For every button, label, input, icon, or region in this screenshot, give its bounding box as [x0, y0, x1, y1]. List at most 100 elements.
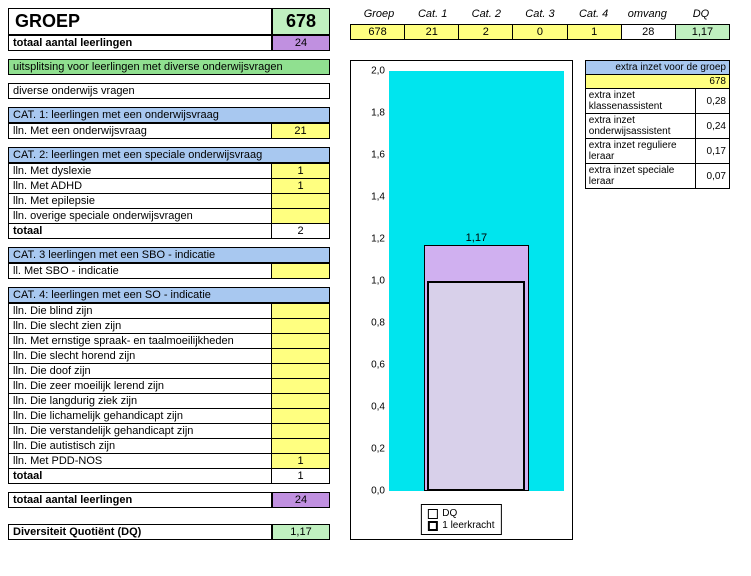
category-row-label: ll. Met SBO - indicatie — [9, 264, 272, 279]
y-tick: 0,8 — [371, 318, 385, 329]
category-row-label: lln. Die zeer moeilijk lerend zijn — [9, 379, 272, 394]
extra-row-value: 0,17 — [696, 139, 730, 164]
category-header: CAT. 1: leerlingen met een onderwijsvraa… — [8, 107, 330, 123]
category-row-value: 1 — [272, 469, 330, 484]
summary-value-cell: 28 — [622, 25, 676, 39]
extra-row-value: 0,24 — [696, 114, 730, 139]
category-row-value: 21 — [272, 124, 330, 139]
summary-header-cell: Cat. 3 — [515, 8, 565, 20]
bar-leerkracht — [427, 281, 525, 491]
category-row-value — [272, 409, 330, 424]
category-row-value — [272, 209, 330, 224]
category-row-label: lln. Die slecht zien zijn — [9, 319, 272, 334]
category-row-label: totaal — [9, 469, 272, 484]
extra-title: extra inzet voor de groep — [585, 61, 729, 75]
bar-dq-label: 1,17 — [425, 232, 528, 244]
y-tick: 1,4 — [371, 192, 385, 203]
extra-row-label: extra inzet klassenassistent — [585, 89, 695, 114]
category-row-label: lln. Die blind zijn — [9, 304, 272, 319]
extra-row-label: extra inzet speciale leraar — [585, 164, 695, 189]
y-tick: 0,6 — [371, 360, 385, 371]
summary-header-cell: omvang — [622, 8, 672, 20]
summary-header-cell: Cat. 1 — [408, 8, 458, 20]
category-row-value — [272, 319, 330, 334]
summary-header-cell: Cat. 4 — [569, 8, 619, 20]
y-tick: 1,0 — [371, 276, 385, 287]
y-tick: 1,8 — [371, 108, 385, 119]
y-tick: 1,2 — [371, 234, 385, 245]
category-row-label: lln. Die langdurig ziek zijn — [9, 394, 272, 409]
category-row-value — [272, 394, 330, 409]
totaal-leerlingen2-value: 24 — [272, 492, 330, 508]
category-row-label: totaal — [9, 224, 272, 239]
category-row-label: lln. Met epilepsie — [9, 194, 272, 209]
y-tick: 0,0 — [371, 486, 385, 497]
category-header: CAT. 2: leerlingen met een speciale onde… — [8, 147, 330, 163]
category-row-value — [272, 349, 330, 364]
dq-value: 1,17 — [272, 524, 330, 540]
category-row-value — [272, 194, 330, 209]
extra-row-label: extra inzet reguliere leraar — [585, 139, 695, 164]
category-row-label: lln. Die verstandelijk gehandicapt zijn — [9, 424, 272, 439]
y-tick: 0,2 — [371, 444, 385, 455]
category-row-value — [272, 424, 330, 439]
category-row-value — [272, 264, 330, 279]
chart-plot-area: 1,17 — [389, 71, 564, 491]
chart-legend: DQ 1 leerkracht — [421, 504, 501, 535]
category-row-label: lln. overige speciale onderwijsvragen — [9, 209, 272, 224]
category-header: CAT. 4: leerlingen met een SO - indicati… — [8, 287, 330, 303]
extra-row-value: 0,28 — [696, 89, 730, 114]
category-row-label: lln. Die doof zijn — [9, 364, 272, 379]
diverse-onderwijs-label: diverse onderwijs vragen — [8, 83, 330, 99]
y-tick: 1,6 — [371, 150, 385, 161]
category-row-label: lln. Met ADHD — [9, 179, 272, 194]
category-header: CAT. 3 leerlingen met een SBO - indicati… — [8, 247, 330, 263]
summary-header-cell: Cat. 2 — [461, 8, 511, 20]
dq-label: Diversiteit Quotiënt (DQ) — [8, 524, 272, 540]
category-row-label: lln. Die autistisch zijn — [9, 439, 272, 454]
summary-headers: Groep Cat. 1Cat. 2 Cat. 3 Cat. 4omvang DQ — [350, 8, 730, 24]
category-row-value: 1 — [272, 164, 330, 179]
category-row-label: lln. Met dyslexie — [9, 164, 272, 179]
totaal-leerlingen-value: 24 — [272, 35, 330, 51]
extra-row-value: 0,07 — [696, 164, 730, 189]
category-row-value — [272, 364, 330, 379]
extra-row-label: extra inzet onderwijsassistent — [585, 114, 695, 139]
category-row-value: 1 — [272, 454, 330, 469]
y-tick: 0,4 — [371, 402, 385, 413]
category-row-value: 1 — [272, 179, 330, 194]
category-row-value: 2 — [272, 224, 330, 239]
dq-chart: 2,0 1,8 1,6 1,4 1,2 1,0 0,8 0,6 0,4 0,2 0,0 1,17 D… — [350, 60, 573, 540]
legend-dq-swatch — [428, 509, 438, 519]
y-tick: 2,0 — [371, 66, 385, 77]
extra-groep: 678 — [585, 75, 729, 89]
groep-value: 678 — [272, 8, 330, 35]
summary-value-cell: 0 — [513, 25, 567, 39]
category-row-label: lln. Die lichamelijk gehandicapt zijn — [9, 409, 272, 424]
legend-dq-label: DQ — [442, 508, 457, 519]
summary-value-cell: 1,17 — [676, 25, 729, 39]
summary-value-cell: 21 — [405, 25, 459, 39]
summary-header-cell: DQ — [676, 8, 726, 20]
totaal-leerlingen2-label: totaal aantal leerlingen — [8, 492, 272, 508]
summary-header-cell: Groep — [354, 8, 404, 20]
left-column: GROEP 678 totaal aantal leerlingen 24 ui… — [8, 8, 330, 540]
uitsplitsing-band: uitsplitsing voor leerlingen met diverse… — [8, 59, 330, 75]
right-column: Groep Cat. 1Cat. 2 Cat. 3 Cat. 4omvang DQ 67… — [350, 8, 730, 540]
category-row-label: lln. Met een onderwijsvraag — [9, 124, 272, 139]
category-row-value — [272, 379, 330, 394]
summary-value-cell: 2 — [459, 25, 513, 39]
legend-leerkracht-swatch — [428, 521, 438, 531]
category-row-value — [272, 334, 330, 349]
summary-value-cell: 1 — [568, 25, 622, 39]
category-row-label: lln. Met ernstige spraak- en taalmoeilij… — [9, 334, 272, 349]
category-row-value — [272, 439, 330, 454]
chart-y-axis: 2,01,81,61,41,21,00,80,60,40,20,0 — [351, 71, 387, 491]
legend-leerkracht-label: 1 leerkracht — [442, 520, 494, 531]
summary-value-cell: 678 — [351, 25, 405, 39]
summary-values: 67821201281,17 — [350, 24, 730, 40]
category-row-label: lln. Die slecht horend zijn — [9, 349, 272, 364]
category-row-label: lln. Met PDD-NOS — [9, 454, 272, 469]
totaal-leerlingen-label: totaal aantal leerlingen — [8, 35, 272, 51]
category-row-value — [272, 304, 330, 319]
